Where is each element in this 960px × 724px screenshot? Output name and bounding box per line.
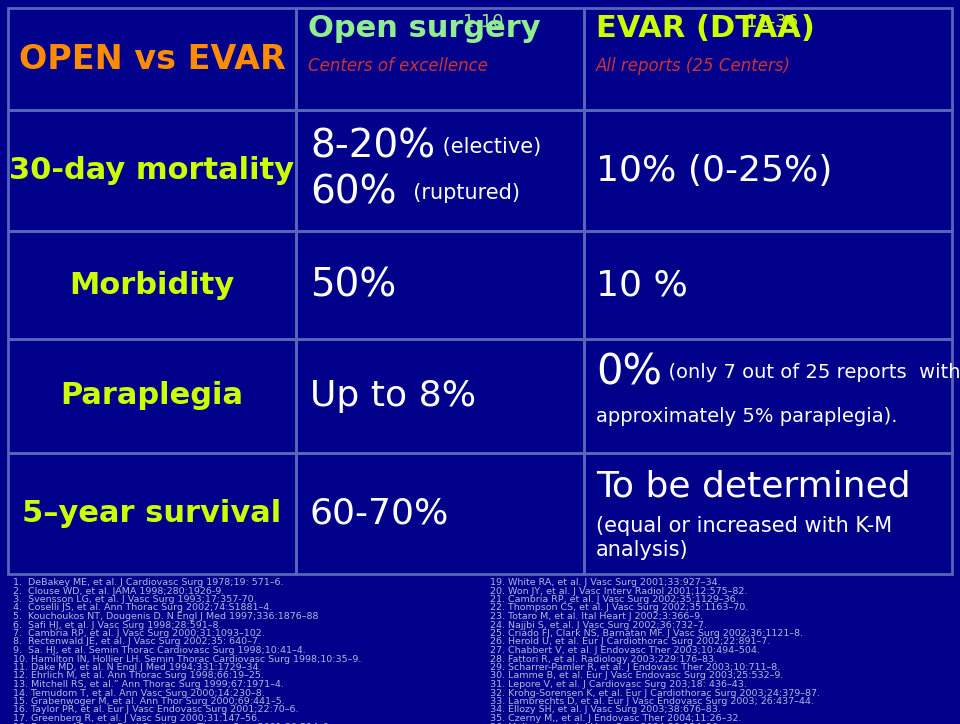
Text: 22. Thompson CS, et al. J Vasc Surg 2002;35:1163–70.: 22. Thompson CS, et al. J Vasc Surg 2002… bbox=[490, 604, 748, 613]
Text: Paraplegia: Paraplegia bbox=[60, 382, 244, 411]
Text: 20. Won JY, et al. J Vasc Interv Radiol 2001;12:575–82.: 20. Won JY, et al. J Vasc Interv Radiol … bbox=[490, 586, 748, 596]
Text: 2.  Clouse WD, et al. JAMA 1998;280:1926-9.: 2. Clouse WD, et al. JAMA 1998;280:1926-… bbox=[13, 586, 225, 596]
Text: Morbidity: Morbidity bbox=[69, 271, 234, 300]
Text: 34. Ellozy SH, et al. J Vasc Surg 2003;38:676–83.: 34. Ellozy SH, et al. J Vasc Surg 2003;3… bbox=[490, 705, 721, 715]
Bar bbox=[584, 8, 952, 110]
Text: 50%: 50% bbox=[310, 266, 396, 304]
Bar bbox=[8, 339, 296, 453]
Text: 10 %: 10 % bbox=[596, 268, 687, 302]
Bar bbox=[296, 110, 584, 232]
Text: 33. Lambrechts D, et al. Eur J Vasc Endovasc Surg 2003; 26:437–44.: 33. Lambrechts D, et al. Eur J Vasc Endo… bbox=[490, 697, 814, 706]
Text: approximately 5% paraplegia).: approximately 5% paraplegia). bbox=[596, 407, 898, 426]
Text: 32. Krohg-Sorensen K, et al. Eur J Cardiothorac Surg 2003;24:379–87.: 32. Krohg-Sorensen K, et al. Eur J Cardi… bbox=[490, 689, 820, 697]
Text: 25. Criado FJ, Clark NS, Barnatan MF. J Vasc Surg 2002;36:1121–8.: 25. Criado FJ, Clark NS, Barnatan MF. J … bbox=[490, 629, 804, 638]
Bar bbox=[584, 232, 952, 339]
Text: 4.  Coselli JS, et al. Ann Thorac Surg 2002;74:S1881–4.: 4. Coselli JS, et al. Ann Thorac Surg 20… bbox=[13, 604, 273, 613]
Text: (equal or increased with K-M: (equal or increased with K-M bbox=[596, 515, 892, 536]
Text: 19. White RA, et al. J Vasc Surg 2001;33:927–34.: 19. White RA, et al. J Vasc Surg 2001;33… bbox=[490, 578, 721, 587]
Text: 8.  Rectenwald JE, et al. J Vasc Surg 2002;35: 640–7.: 8. Rectenwald JE, et al. J Vasc Surg 200… bbox=[13, 638, 261, 647]
Text: 1-10: 1-10 bbox=[463, 13, 503, 30]
Text: 60%: 60% bbox=[310, 174, 396, 211]
Text: 11. Dake MD, et al. N Engl J Med 1994;331:1729–34.: 11. Dake MD, et al. N Engl J Med 1994;33… bbox=[13, 663, 261, 672]
Text: 3.  Svensson LG, et al. J Vasc Surg 1993;17:357-70.: 3. Svensson LG, et al. J Vasc Surg 1993;… bbox=[13, 595, 256, 604]
Text: Up to 8%: Up to 8% bbox=[310, 379, 476, 413]
Text: 1.  DeBakey ME, et al. J Cardiovasc Surg 1978;19: 571–6.: 1. DeBakey ME, et al. J Cardiovasc Surg … bbox=[13, 578, 283, 587]
Text: 12. Ehrlich M, et al. Ann Thorac Surg 1998;66:19–25.: 12. Ehrlich M, et al. Ann Thorac Surg 19… bbox=[13, 671, 264, 681]
Text: 26. Herold U, et al. Eur J Cardiothorac Surg 2002;22:891–7.: 26. Herold U, et al. Eur J Cardiothorac … bbox=[490, 638, 770, 647]
Text: 0%: 0% bbox=[596, 352, 661, 394]
Text: (elective): (elective) bbox=[436, 137, 541, 156]
Text: 36. Melissano et al. J Vasc Surg 2004;39:124–30.: 36. Melissano et al. J Vasc Surg 2004;39… bbox=[490, 723, 721, 724]
Text: All reports (25 Centers): All reports (25 Centers) bbox=[596, 57, 791, 75]
Text: 35. Czerny M,, et al. J Endovasc Ther 2004;11:26–32.: 35. Czerny M,, et al. J Endovasc Ther 20… bbox=[490, 714, 741, 723]
Text: EVAR (DTAA): EVAR (DTAA) bbox=[596, 14, 815, 43]
Text: 28. Fattori R, et al. Radiology 2003;229:176–83.: 28. Fattori R, et al. Radiology 2003;229… bbox=[490, 654, 717, 663]
Text: 15. Grabenwoger M, et al. Ann Thor Surg 2000;69:441–5.: 15. Grabenwoger M, et al. Ann Thor Surg … bbox=[13, 697, 285, 706]
Text: 29. Scharrer-Pamler R, et al. J Endovasc Ther 2003;10:711–8.: 29. Scharrer-Pamler R, et al. J Endovasc… bbox=[490, 663, 780, 672]
Text: 13. Mitchell RS, et al.” Ann Thorac Surg 1999;67:1971–4.: 13. Mitchell RS, et al.” Ann Thorac Surg… bbox=[13, 680, 284, 689]
Bar bbox=[296, 339, 584, 453]
Bar bbox=[8, 8, 296, 110]
Text: (only 7 out of 25 reports  with: (only 7 out of 25 reports with bbox=[656, 363, 960, 382]
Text: 60-70%: 60-70% bbox=[310, 497, 449, 531]
Text: 31. Lepore V, et al. J Cardiovasc Surg 203;18: 436–43.: 31. Lepore V, et al. J Cardiovasc Surg 2… bbox=[490, 680, 747, 689]
Text: 5–year survival: 5–year survival bbox=[22, 499, 281, 528]
Text: 30-day mortality: 30-day mortality bbox=[10, 156, 295, 185]
Text: 10. Hamilton IN, Hollier LH. Semin Thorac Cardiovasc Surg 1998;10:35–9.: 10. Hamilton IN, Hollier LH. Semin Thora… bbox=[13, 654, 361, 663]
Bar bbox=[584, 453, 952, 574]
Text: 8-20%: 8-20% bbox=[310, 127, 435, 166]
Text: 16. Taylor PR, et al. Eur J Vasc Endovasc Surg 2001;22:70–6.: 16. Taylor PR, et al. Eur J Vasc Endovas… bbox=[13, 705, 299, 715]
Text: To be determined: To be determined bbox=[596, 470, 910, 504]
Text: 27. Chabbert V, et al. J Endovasc Ther 2003;10:494–504.: 27. Chabbert V, et al. J Endovasc Ther 2… bbox=[490, 646, 760, 655]
Bar bbox=[8, 110, 296, 232]
Text: 6.  Safi HJ, et al. J Vasc Surg 1998;28:591–8.: 6. Safi HJ, et al. J Vasc Surg 1998;28:5… bbox=[13, 620, 222, 629]
Text: 9.  Sa. HJ, et al. Semin Thorac Cardiovasc Surg 1998;10:41–4.: 9. Sa. HJ, et al. Semin Thorac Cardiovas… bbox=[13, 646, 305, 655]
Bar bbox=[8, 232, 296, 339]
Text: 7.  Cambria RP, et al. J Vasc Surg 2000;31:1093–102.: 7. Cambria RP, et al. J Vasc Surg 2000;3… bbox=[13, 629, 265, 638]
Text: analysis): analysis) bbox=[596, 540, 688, 560]
Text: 10% (0-25%): 10% (0-25%) bbox=[596, 154, 832, 188]
Text: 18. Bortone AS, et al. Eur J Cardiovasc Thorac Surg 2001;20:514–9.: 18. Bortone AS, et al. Eur J Cardiovasc … bbox=[13, 723, 332, 724]
Text: Centers of excellence: Centers of excellence bbox=[308, 57, 488, 75]
Text: 30. Lamme B, et al. Eur J Vasc Endovasc Surg 2003;25:532–9.: 30. Lamme B, et al. Eur J Vasc Endovasc … bbox=[490, 671, 783, 681]
Bar bbox=[584, 110, 952, 232]
Bar bbox=[296, 8, 584, 110]
Text: 23. Totaro M, et al. Ital Heart J 2002;3:366–9.: 23. Totaro M, et al. Ital Heart J 2002;3… bbox=[490, 612, 703, 621]
Bar bbox=[584, 339, 952, 453]
Bar bbox=[8, 453, 296, 574]
Text: Open surgery: Open surgery bbox=[308, 14, 540, 43]
Text: 21. Cambria RP, et al. J Vasc Surg 2002;35:1129–36.: 21. Cambria RP, et al. J Vasc Surg 2002;… bbox=[490, 595, 739, 604]
Text: 24. Najjbi S, et al. J Vasc Surg 2002;36:732–7.: 24. Najjbi S, et al. J Vasc Surg 2002;36… bbox=[490, 620, 707, 629]
Text: 5.  Kouchoukos NT, Dougenis D. N Engl J Med 1997;336:1876–88: 5. Kouchoukos NT, Dougenis D. N Engl J M… bbox=[13, 612, 319, 621]
Bar bbox=[296, 453, 584, 574]
Text: 14. Temudom T, et al. Ann Vasc Surg 2000;14:230–8.: 14. Temudom T, et al. Ann Vasc Surg 2000… bbox=[13, 689, 265, 697]
Text: 11-36: 11-36 bbox=[746, 13, 798, 30]
Text: (ruptured): (ruptured) bbox=[399, 182, 519, 203]
Text: OPEN vs EVAR: OPEN vs EVAR bbox=[18, 43, 285, 76]
Bar bbox=[296, 232, 584, 339]
Text: 17. Greenberg R, et al. J Vasc Surg 2000;31:147–56.: 17. Greenberg R, et al. J Vasc Surg 2000… bbox=[13, 714, 260, 723]
